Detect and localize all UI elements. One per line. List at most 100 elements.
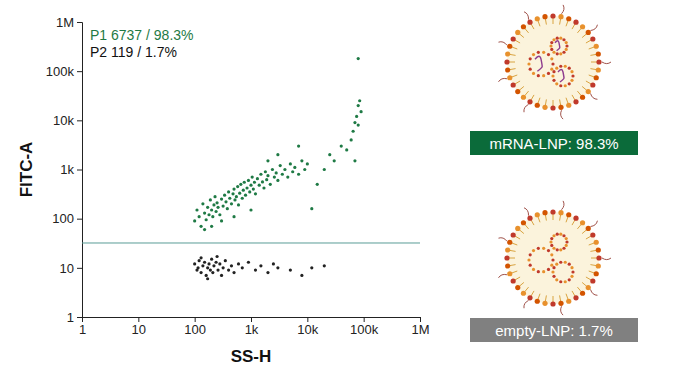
point [256, 177, 259, 180]
lipid-tail [531, 291, 534, 296]
inner-lipid [570, 79, 573, 82]
inner-lipid [571, 270, 574, 273]
point [215, 201, 218, 204]
lipid-tail [553, 100, 554, 106]
mrna [555, 41, 560, 51]
point [199, 256, 202, 259]
series [193, 255, 326, 280]
inner-lipid [552, 51, 555, 54]
lipid-tail [566, 294, 568, 300]
lipid-tail [525, 28, 529, 33]
lipid-tail [510, 69, 516, 70]
inner-lipid [552, 266, 555, 269]
inner-lipid [532, 268, 535, 271]
point [222, 266, 225, 269]
lipid-head [566, 299, 571, 304]
inner-lipid [532, 72, 535, 75]
inner-lipid [547, 249, 550, 252]
point [243, 181, 246, 184]
lipid-tail [572, 24, 575, 29]
inner-lipid [556, 233, 559, 236]
y-axis-title: FITC-A [17, 142, 36, 198]
point [215, 255, 218, 258]
lipid-head [566, 212, 571, 217]
tick: 1M [411, 317, 429, 337]
inner-lipid [564, 280, 567, 283]
lipid-tail [582, 230, 587, 234]
inner-lipid [550, 57, 553, 60]
inner-lipid [570, 275, 573, 278]
point [264, 170, 267, 173]
lipid-head [535, 103, 540, 108]
point [283, 168, 286, 171]
inner-lipid [564, 65, 567, 68]
lipid-head [566, 103, 571, 108]
lipid-tail [512, 75, 518, 77]
point [209, 198, 212, 201]
point [239, 183, 242, 186]
point [232, 215, 235, 218]
lipid-tail [566, 217, 568, 223]
lipid-head [515, 285, 520, 290]
lipid-head [550, 13, 555, 18]
y-axis-line [77, 23, 83, 318]
point [269, 183, 272, 186]
tick: 10 [60, 260, 82, 275]
inner-lipid [568, 82, 571, 85]
lipid-tail [582, 34, 587, 38]
point [286, 176, 289, 179]
tick-mark [77, 170, 82, 171]
point [228, 197, 231, 200]
point [303, 168, 306, 171]
lipid-tail [512, 271, 518, 273]
inner-lipid [555, 67, 558, 70]
point [212, 264, 215, 267]
point [210, 225, 213, 228]
point [203, 261, 206, 264]
point [247, 261, 250, 264]
inner-lipid [527, 258, 530, 261]
lipid-tail [515, 277, 520, 280]
tick-label: 1k [60, 162, 74, 177]
lipid-tail [590, 54, 596, 55]
point [214, 210, 217, 213]
population-label: empty-LNP: 1.7% [495, 322, 613, 339]
point [199, 271, 202, 274]
lipid-head [596, 255, 601, 260]
point [207, 262, 210, 265]
point [227, 268, 230, 271]
point [211, 215, 214, 218]
lipid-head [580, 24, 585, 29]
point [238, 192, 241, 195]
point [352, 130, 355, 133]
point [276, 153, 279, 156]
peg-chain [591, 25, 598, 31]
lipid-head [586, 89, 591, 94]
point [355, 115, 358, 118]
lipid-head [590, 278, 595, 283]
point [203, 211, 206, 214]
inner-lipid [565, 48, 568, 51]
lipid-tail [515, 236, 520, 239]
lipid-head [573, 216, 578, 221]
point [358, 99, 361, 102]
point [300, 274, 303, 277]
lipid-head [507, 75, 512, 80]
peg-chain [591, 93, 598, 99]
point [353, 159, 356, 162]
lipid-head [550, 209, 555, 214]
tick: 100k [46, 64, 82, 79]
lipid-tail [582, 86, 587, 90]
point [357, 57, 360, 60]
lipid-tail [545, 295, 546, 301]
inner-lipid [529, 57, 532, 60]
inner-lipid [532, 249, 535, 252]
peg-chain [562, 201, 565, 210]
lipid-head [521, 291, 526, 296]
inner-lipid [555, 278, 558, 281]
point [210, 208, 213, 211]
lipid-head [566, 16, 571, 21]
lipid-tail [509, 258, 515, 259]
inner-lipid [562, 51, 565, 54]
point [222, 205, 225, 208]
